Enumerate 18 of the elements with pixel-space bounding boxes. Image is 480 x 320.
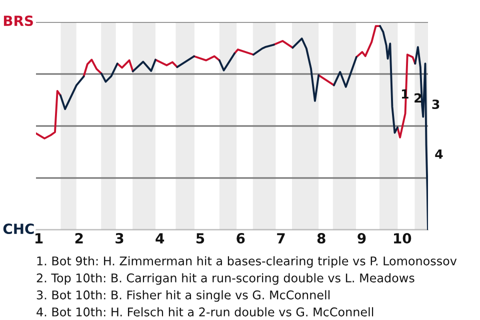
annotation: 4 bbox=[435, 149, 443, 159]
x-tick-label: 3 bbox=[116, 233, 124, 244]
x-tick-label: 1 bbox=[35, 233, 43, 244]
text: 2. Top 10th: B. Carrigan hit a run-scoring double vs L. Meadows bbox=[36, 273, 414, 285]
x-tick-label: 7 bbox=[277, 233, 285, 244]
x-tick-label: 2 bbox=[75, 233, 83, 244]
text: 4. Bot 10th: H. Felsch hit a 2-run double vs G. McConnell bbox=[36, 307, 374, 316]
text: CHC bbox=[3, 224, 34, 234]
x-tick-label: 6 bbox=[236, 233, 245, 244]
x-tick-label: 10 bbox=[394, 233, 412, 244]
x-tick-label: 4 bbox=[156, 233, 164, 244]
text: BRS bbox=[4, 16, 33, 26]
x-tick-label: 9 bbox=[358, 233, 366, 244]
text: 1. Bot 9th: H. Zimmerman hit a bases-clearing triple vs P. Lomonossov bbox=[37, 256, 457, 268]
annotation: 3 bbox=[432, 100, 440, 110]
x-tick-label: 5 bbox=[196, 233, 204, 244]
x-tick-label: 8 bbox=[317, 233, 326, 244]
text: 3. Bot 10th: B. Fisher hit a single vs G. McConnell bbox=[36, 290, 330, 302]
